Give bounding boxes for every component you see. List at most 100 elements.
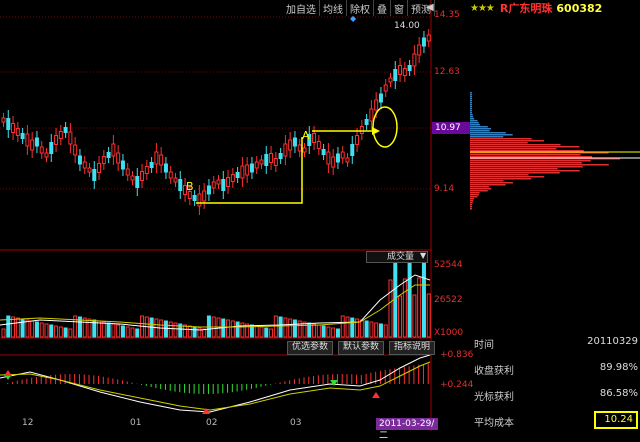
candle-body	[359, 126, 364, 134]
chip-bar	[470, 116, 474, 118]
x-tick-12: 12	[22, 418, 34, 428]
candle-body	[87, 167, 92, 173]
rating-stars: ★★★	[470, 2, 495, 14]
indicator-help-button[interactable]: 指标说明	[389, 341, 436, 355]
candle-body	[154, 151, 159, 165]
chip-bar	[470, 168, 558, 170]
chip-bar	[470, 112, 472, 114]
main-chart[interactable]: A B	[0, 0, 432, 431]
volume-bar	[398, 295, 403, 338]
volume-bar	[6, 315, 11, 338]
stock-code: 600382	[556, 1, 603, 15]
candle-body	[316, 141, 321, 149]
info-cursor-row: 光标获利 86.58%	[474, 388, 638, 403]
candle-body	[92, 169, 97, 181]
volume-bar	[316, 324, 321, 338]
candle-body	[192, 195, 197, 201]
volume-bar	[407, 261, 412, 338]
candle-body	[426, 34, 431, 42]
chip-bar	[470, 136, 504, 138]
current-date-label: 2011-03-29/二	[376, 418, 438, 441]
x-tick-03: 03	[290, 418, 302, 428]
volume-bar	[331, 327, 336, 338]
candle-body	[206, 185, 211, 195]
macd-down-arrow-3	[372, 392, 380, 398]
chip-bar	[470, 128, 492, 130]
macd-dea-line	[0, 361, 431, 411]
chevron-down-icon[interactable]: ▼	[420, 251, 427, 260]
volume-bar	[369, 321, 374, 338]
default-params-button[interactable]: 默认参数	[338, 341, 385, 355]
candle-body	[120, 160, 125, 170]
candle-body	[34, 137, 39, 147]
volume-bar	[73, 315, 78, 338]
price-label-2: 12.63	[434, 67, 460, 77]
forecast-button[interactable]: 预测	[408, 0, 435, 16]
cost-label: 平均成本	[474, 418, 514, 429]
chip-bar	[470, 158, 620, 160]
candle-body	[230, 174, 235, 182]
macd-down-arrow-1	[4, 370, 12, 376]
chip-bar	[470, 140, 544, 142]
candle-body	[77, 155, 82, 165]
candle-body	[331, 156, 336, 168]
chip-bar	[470, 178, 532, 180]
volume-bar	[168, 321, 173, 338]
volume-dropdown[interactable]: 成交量	[366, 251, 428, 263]
volume-bar	[49, 324, 54, 338]
moving-average-button[interactable]: 均线	[320, 0, 347, 16]
price-label-4: 9.14	[434, 184, 455, 194]
volume-bar	[297, 320, 302, 338]
volume-bar	[417, 277, 422, 338]
candle-body	[321, 149, 326, 155]
volume-bar	[388, 279, 393, 338]
chip-bar	[470, 144, 561, 146]
price-label-top: 14.35	[434, 10, 460, 20]
volume-bar	[402, 278, 407, 338]
info-profit-row: 收盘获利 89.98%	[474, 362, 638, 377]
volume-bar	[44, 323, 49, 338]
candle-body	[163, 163, 168, 173]
overlay-button[interactable]: 叠	[374, 0, 391, 16]
chip-bar	[470, 174, 529, 176]
chip-bar	[470, 120, 478, 122]
volume-bar	[92, 319, 97, 338]
volume-bar	[226, 319, 231, 338]
chip-bar	[470, 152, 609, 154]
volume-bar	[106, 322, 111, 338]
optimize-params-button[interactable]: 优选参数	[287, 341, 334, 355]
candle-body	[326, 151, 331, 165]
candle-body	[273, 158, 278, 166]
volume-label-mid: 26522	[434, 295, 463, 305]
candle-body	[144, 166, 149, 174]
candle-body	[302, 147, 307, 153]
volume-unit-label: X1000	[434, 328, 464, 338]
volume-bar	[412, 294, 417, 338]
candle-body	[383, 84, 388, 92]
window-button[interactable]: 窗	[391, 0, 408, 16]
ex-right-button[interactable]: 除权	[347, 0, 374, 16]
chip-bar	[470, 200, 474, 202]
volume-bar	[30, 320, 35, 338]
add-favorite-button[interactable]: 加自选	[283, 0, 320, 16]
volume-bar	[82, 317, 87, 338]
volume-bar	[230, 320, 235, 338]
chip-bar	[470, 124, 480, 126]
chip-bar	[470, 160, 591, 162]
volume-bar	[101, 321, 106, 338]
candle-body	[240, 165, 245, 179]
point-b-label: B	[186, 180, 194, 193]
chip-bar	[470, 122, 479, 124]
volume-bar	[283, 317, 288, 338]
chip-bar	[470, 204, 472, 206]
volume-bar	[288, 318, 293, 338]
candle-body	[116, 152, 121, 164]
candle-body	[173, 177, 178, 183]
volume-bar	[321, 325, 326, 338]
dropdown-arrow-icon[interactable]: ◀	[426, 2, 434, 13]
chip-bar	[470, 142, 528, 144]
macd-label-mid: +0.244	[440, 380, 474, 390]
candle-body	[130, 175, 135, 181]
volume-bar	[426, 293, 431, 338]
chip-bar	[470, 132, 506, 134]
